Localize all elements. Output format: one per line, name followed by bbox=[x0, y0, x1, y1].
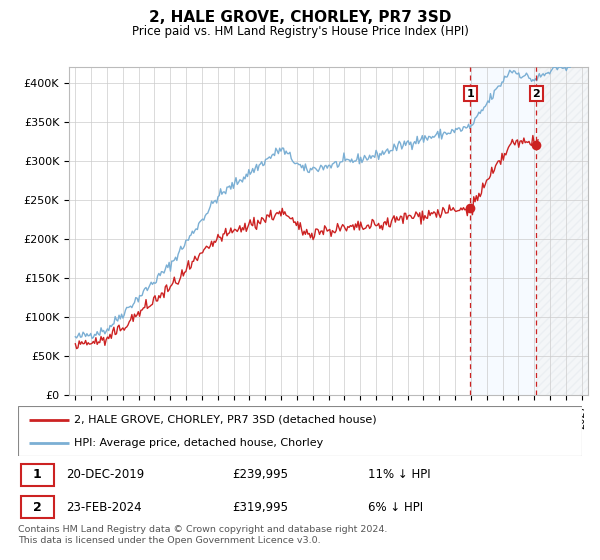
Text: 2, HALE GROVE, CHORLEY, PR7 3SD (detached house): 2, HALE GROVE, CHORLEY, PR7 3SD (detache… bbox=[74, 414, 377, 424]
Text: 20-DEC-2019: 20-DEC-2019 bbox=[66, 468, 144, 481]
Text: £319,995: £319,995 bbox=[232, 501, 289, 514]
Bar bbox=[470, 67, 536, 395]
Text: 2: 2 bbox=[33, 501, 41, 514]
Bar bbox=[536, 67, 598, 395]
Text: 2, HALE GROVE, CHORLEY, PR7 3SD: 2, HALE GROVE, CHORLEY, PR7 3SD bbox=[149, 10, 451, 25]
Text: 1: 1 bbox=[33, 468, 41, 481]
Text: 2: 2 bbox=[532, 88, 540, 99]
Text: 6% ↓ HPI: 6% ↓ HPI bbox=[368, 501, 423, 514]
Text: HPI: Average price, detached house, Chorley: HPI: Average price, detached house, Chor… bbox=[74, 438, 323, 448]
Text: 11% ↓ HPI: 11% ↓ HPI bbox=[368, 468, 430, 481]
Bar bbox=[21, 496, 53, 519]
Text: 1: 1 bbox=[466, 88, 474, 99]
Bar bbox=[21, 464, 53, 486]
Text: £239,995: £239,995 bbox=[232, 468, 289, 481]
Text: Price paid vs. HM Land Registry's House Price Index (HPI): Price paid vs. HM Land Registry's House … bbox=[131, 25, 469, 38]
Text: 23-FEB-2024: 23-FEB-2024 bbox=[66, 501, 142, 514]
Text: Contains HM Land Registry data © Crown copyright and database right 2024.
This d: Contains HM Land Registry data © Crown c… bbox=[18, 525, 388, 545]
Bar bbox=[536, 67, 598, 395]
